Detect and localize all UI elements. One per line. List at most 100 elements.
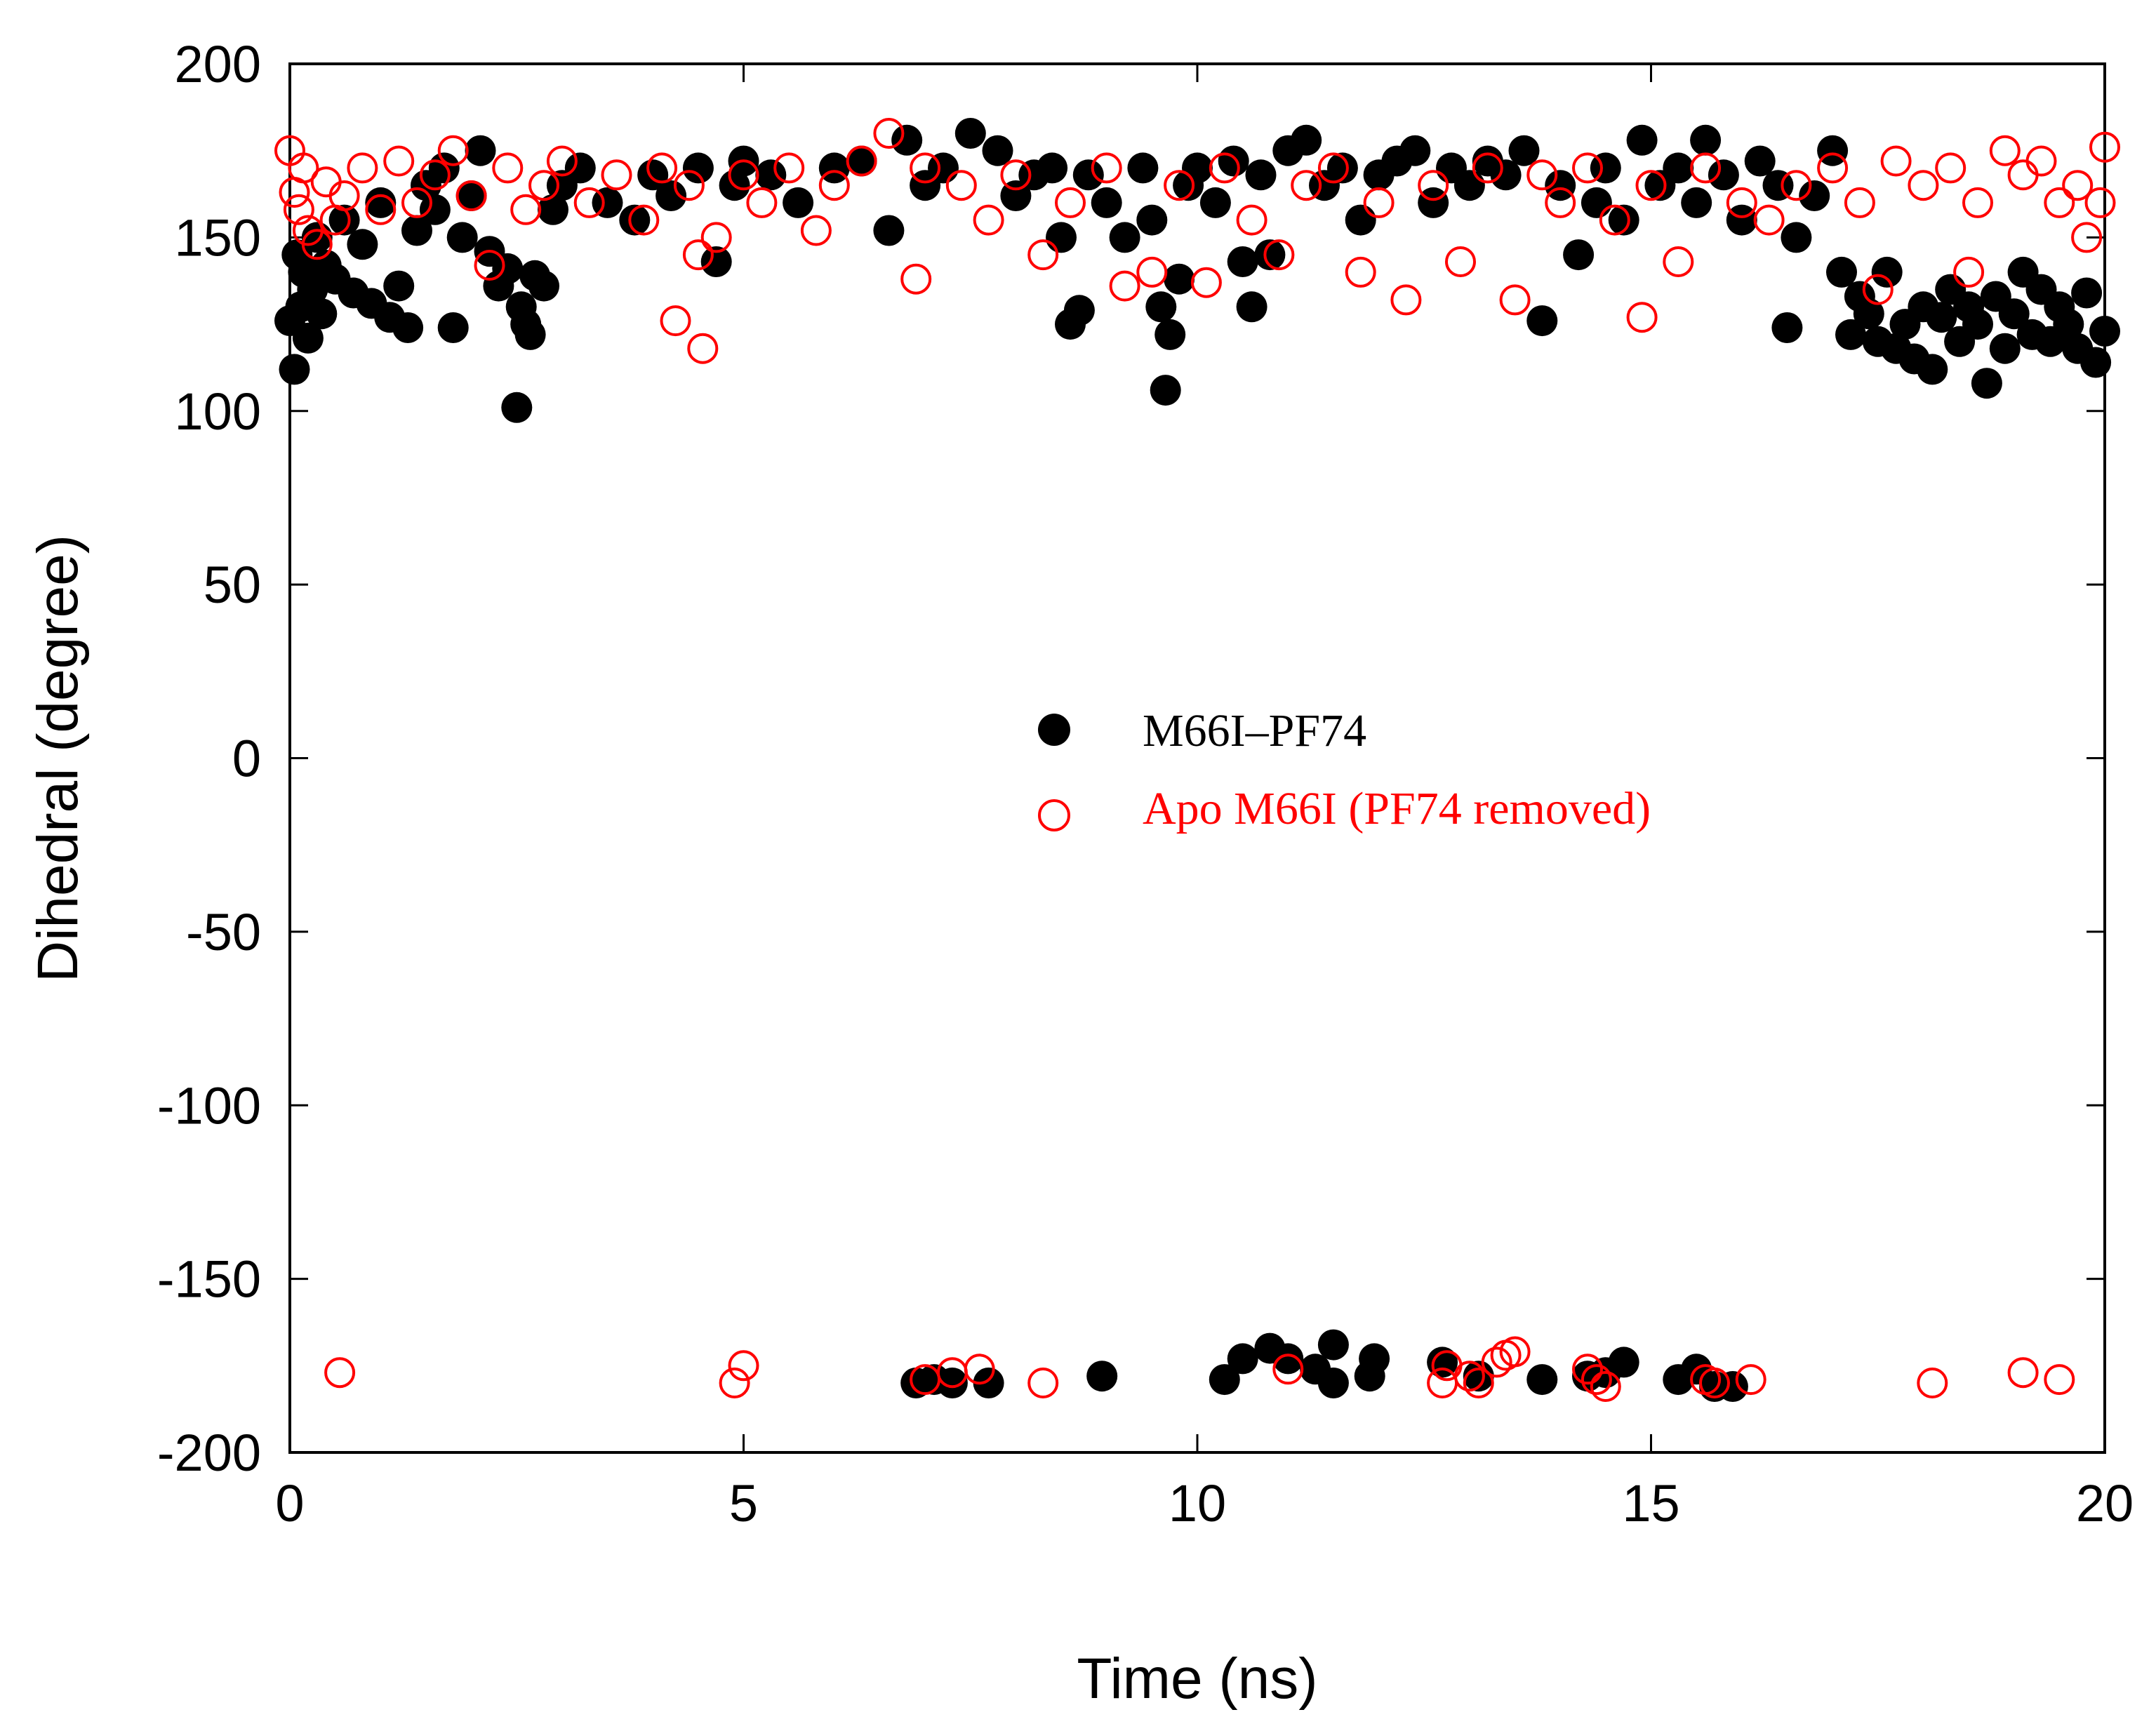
point-m66i-pf74: [1136, 204, 1168, 236]
point-apo-m66i: [1445, 246, 1476, 277]
point-m66i-pf74: [1998, 298, 2030, 330]
point-apo-m66i: [1109, 270, 1140, 302]
point-apo-m66i: [1472, 152, 1503, 184]
y-tick-label: -200: [157, 1424, 261, 1482]
point-apo-m66i: [1781, 170, 1812, 201]
legend-label-m66i-pf74: M66I–PF74: [1143, 705, 1366, 756]
x-axis-title: Time (ns): [1077, 1647, 1317, 1711]
point-apo-m66i: [1027, 239, 1059, 271]
point-m66i-pf74: [1799, 180, 1830, 211]
point-m66i-pf74: [1245, 159, 1277, 191]
point-apo-m66i: [288, 152, 319, 184]
point-m66i-pf74: [1563, 239, 1595, 271]
y-tick-label: -50: [186, 903, 261, 961]
point-m66i-pf74: [783, 187, 814, 218]
point-apo-m66i: [1499, 284, 1531, 316]
point-apo-m66i: [1908, 170, 1939, 201]
point-apo-m66i: [1345, 256, 1376, 288]
point-m66i-pf74: [1781, 222, 1812, 253]
point-apo-m66i: [1263, 239, 1295, 271]
point-m66i-pf74: [501, 392, 533, 423]
point-apo-m66i: [1817, 152, 1849, 184]
point-apo-m66i: [673, 170, 705, 201]
x-tick-label: 20: [2076, 1474, 2134, 1532]
point-m66i-pf74: [1835, 319, 1866, 350]
point-apo-m66i: [1735, 1364, 1766, 1396]
point-apo-m66i: [687, 333, 719, 364]
point-m66i-pf74: [328, 204, 360, 236]
point-apo-m66i: [365, 194, 397, 225]
point-m66i-pf74: [1150, 375, 1181, 406]
point-m66i-pf74: [1926, 302, 1957, 333]
point-apo-m66i: [1209, 152, 1240, 184]
point-apo-m66i: [1499, 1336, 1531, 1368]
point-apo-m66i: [818, 170, 850, 201]
point-apo-m66i: [2062, 170, 2094, 201]
point-m66i-pf74: [1526, 305, 1558, 337]
point-m66i-pf74: [1663, 152, 1694, 184]
point-apo-m66i: [628, 204, 660, 236]
point-apo-m66i: [1953, 256, 1985, 288]
point-m66i-pf74: [1917, 354, 1948, 385]
point-m66i-pf74: [846, 145, 877, 177]
point-apo-m66i: [700, 222, 732, 253]
x-tick-label: 5: [729, 1474, 758, 1532]
point-m66i-pf74: [1086, 1361, 1118, 1392]
point-m66i-pf74: [1345, 204, 1376, 236]
point-apo-m66i: [1453, 1361, 1485, 1392]
point-apo-m66i: [1190, 267, 1222, 298]
point-apo-m66i: [1526, 159, 1558, 191]
point-m66i-pf74: [1418, 187, 1449, 218]
point-apo-m66i: [1545, 187, 1576, 218]
point-m66i-pf74: [1072, 159, 1104, 191]
point-m66i-pf74: [1726, 204, 1757, 236]
point-m66i-pf74: [873, 215, 905, 246]
point-m66i-pf74: [514, 319, 546, 350]
point-apo-m66i: [573, 187, 605, 218]
point-apo-m66i: [1599, 204, 1630, 236]
point-m66i-pf74: [1291, 124, 1322, 156]
point-m66i-pf74: [973, 1368, 1004, 1398]
point-apo-m66i: [773, 152, 805, 184]
point-m66i-pf74: [1199, 187, 1231, 218]
point-apo-m66i: [401, 187, 432, 218]
point-m66i-pf74: [954, 118, 986, 149]
point-m66i-pf74: [1526, 1364, 1558, 1396]
point-m66i-pf74: [1690, 124, 1722, 156]
point-m66i-pf74: [2053, 309, 2084, 340]
y-tick-label: -100: [157, 1076, 261, 1135]
point-apo-m66i: [1962, 187, 1993, 218]
point-apo-m66i: [324, 1357, 356, 1389]
point-apo-m66i: [455, 180, 487, 211]
y-tick-label: 100: [175, 382, 261, 441]
point-apo-m66i: [1581, 1364, 1612, 1396]
point-apo-m66i: [846, 145, 877, 177]
point-apo-m66i: [945, 170, 977, 201]
point-apo-m66i: [1935, 152, 1967, 184]
point-m66i-pf74: [392, 312, 424, 343]
point-m66i-pf74: [656, 180, 687, 211]
point-m66i-pf74: [891, 124, 923, 156]
point-apo-m66i: [1136, 256, 1168, 288]
series-apo-m66i: [274, 118, 2120, 1402]
point-m66i-pf74: [1826, 256, 1857, 288]
point-m66i-pf74: [818, 152, 850, 184]
y-axis-title: Dihedral (degree): [26, 535, 90, 982]
point-m66i-pf74: [755, 159, 787, 191]
point-m66i-pf74: [1508, 135, 1540, 166]
point-m66i-pf74: [455, 180, 487, 211]
point-apo-m66i: [1363, 187, 1395, 218]
point-m66i-pf74: [292, 322, 324, 354]
point-m66i-pf74: [347, 229, 378, 260]
point-apo-m66i: [1590, 1371, 1621, 1402]
point-apo-m66i: [1690, 152, 1722, 184]
point-m66i-pf74: [538, 194, 568, 225]
point-m66i-pf74: [2080, 347, 2112, 378]
point-apo-m66i: [1572, 152, 1603, 184]
point-m66i-pf74: [1236, 291, 1267, 323]
point-apo-m66i: [437, 135, 469, 166]
point-apo-m66i: [2007, 159, 2039, 191]
point-m66i-pf74: [700, 246, 732, 277]
point-m66i-pf74: [437, 312, 469, 343]
y-tick-label: -150: [157, 1250, 261, 1309]
